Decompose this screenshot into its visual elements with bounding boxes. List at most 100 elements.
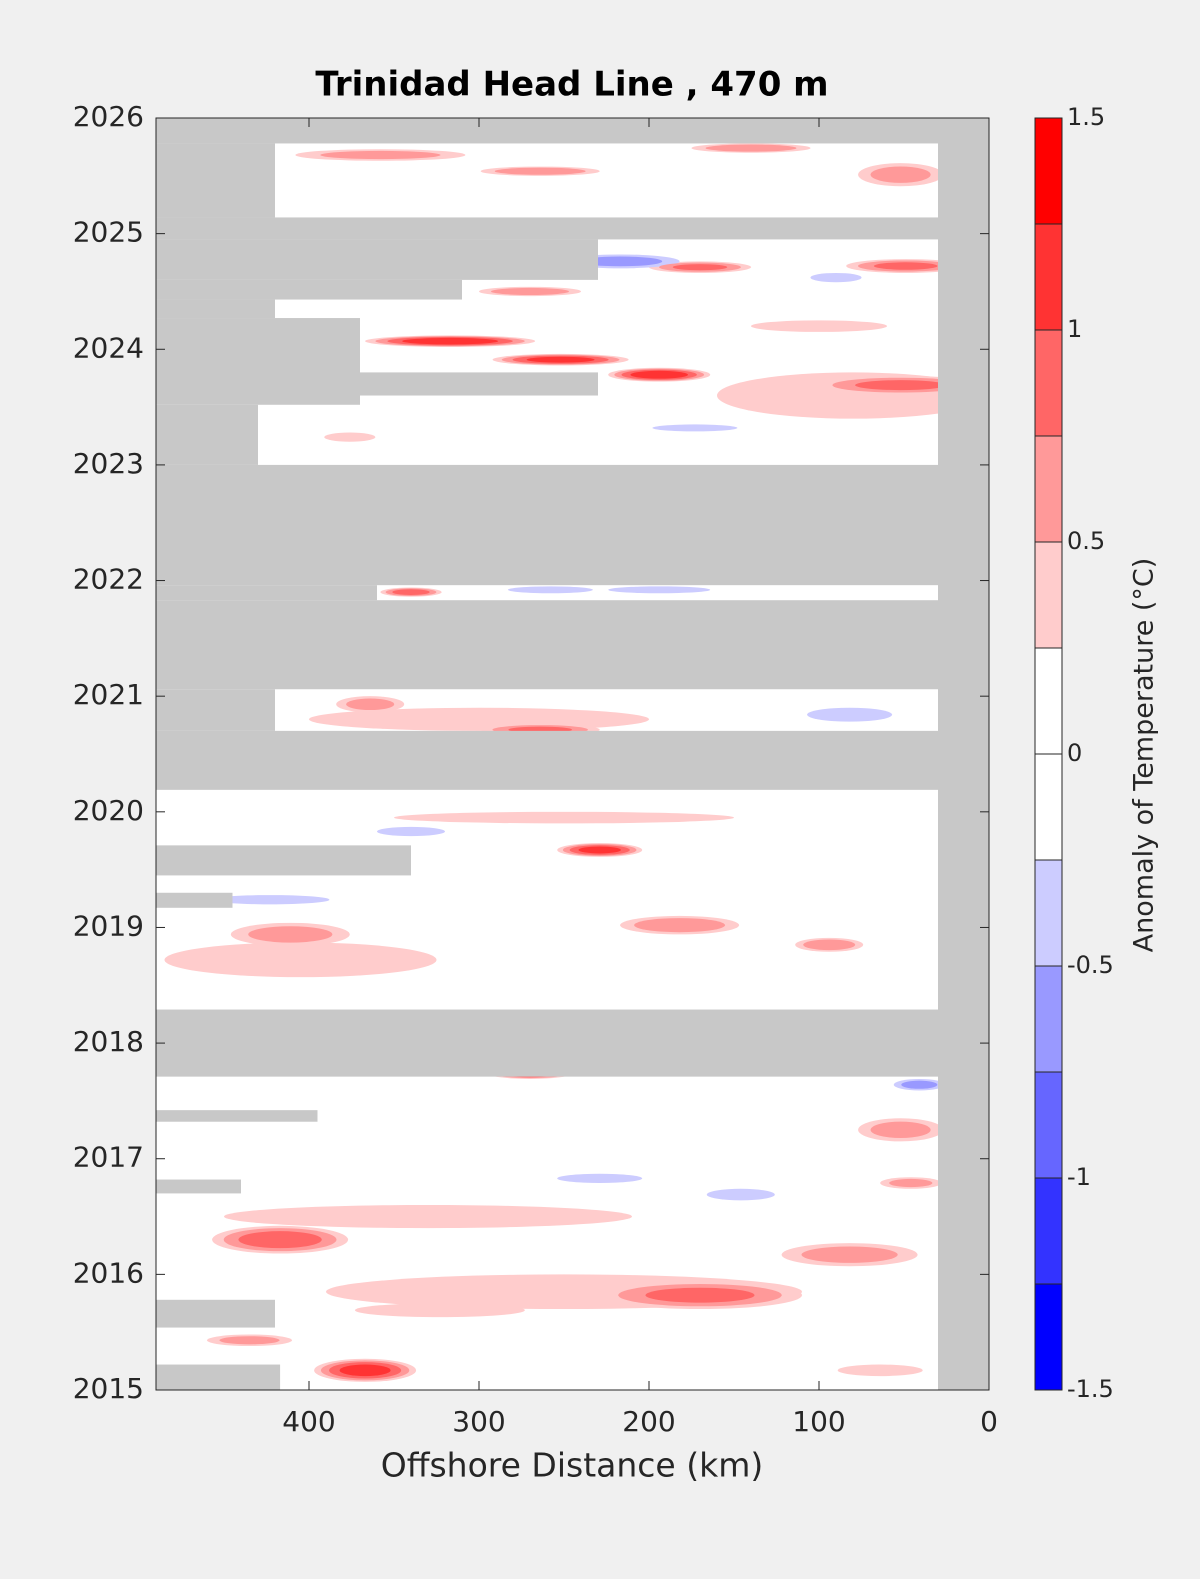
anomaly-contour <box>803 939 856 951</box>
colorbar-band <box>1035 966 1062 1072</box>
y-tick-label: 2022 <box>73 563 144 596</box>
no-data-region <box>156 404 258 465</box>
anomaly-contour <box>652 424 738 432</box>
colorbar-band <box>1035 436 1062 542</box>
no-data-region <box>360 372 598 396</box>
no-data-region <box>938 118 989 1390</box>
no-data-region <box>156 1364 281 1390</box>
anomaly-contour <box>354 1303 525 1318</box>
anomaly-contour <box>491 287 569 295</box>
y-tick-label: 2025 <box>73 216 144 249</box>
colorbar-band <box>1035 330 1062 436</box>
anomaly-contour <box>164 942 437 978</box>
plot-area <box>156 118 989 1390</box>
anomaly-contour <box>238 1231 322 1249</box>
anomaly-contour <box>634 918 726 933</box>
anomaly-contour <box>224 1204 632 1229</box>
no-data-region <box>156 279 462 300</box>
no-data-region <box>156 464 938 586</box>
no-data-region <box>156 217 938 240</box>
colorbar-band <box>1035 1178 1062 1284</box>
no-data-region <box>156 1110 318 1122</box>
anomaly-contour <box>507 586 593 594</box>
colorbar-tick-label: 0.5 <box>1067 527 1105 555</box>
anomaly-contour <box>807 707 893 722</box>
y-tick-label: 2017 <box>73 1141 144 1174</box>
no-data-region <box>156 730 938 790</box>
no-data-region <box>156 299 275 319</box>
colorbar-band <box>1035 1072 1062 1178</box>
colorbar-tick-label: 1.5 <box>1067 103 1105 131</box>
colorbar-band <box>1035 860 1062 966</box>
anomaly-contour <box>901 1080 938 1089</box>
colorbar-band <box>1035 224 1062 330</box>
no-data-region <box>156 1299 275 1328</box>
x-tick-label: 100 <box>792 1405 845 1438</box>
no-data-region <box>156 689 275 731</box>
colorbar-band <box>1035 118 1062 224</box>
anomaly-contour <box>801 1246 898 1263</box>
anomaly-contour <box>889 1178 933 1188</box>
colorbar-tick-label: 0 <box>1067 739 1082 767</box>
colorbar-band <box>1035 542 1062 648</box>
y-tick-label: 2024 <box>73 331 144 364</box>
y-tick-label: 2021 <box>73 678 144 711</box>
no-data-region <box>156 143 275 218</box>
anomaly-contour <box>210 895 330 905</box>
colorbar-tick-label: -0.5 <box>1067 951 1114 979</box>
colorbar-tick-label: -1.5 <box>1067 1375 1114 1403</box>
anomaly-contour <box>705 144 797 152</box>
y-tick-label: 2019 <box>73 909 144 942</box>
y-tick-label: 2015 <box>73 1372 144 1405</box>
x-axis-label: Offshore Distance (km) <box>381 1446 763 1485</box>
x-tick-label: 300 <box>452 1405 505 1438</box>
anomaly-contour <box>377 826 445 837</box>
anomaly-contour <box>494 167 586 175</box>
anomaly-contour <box>320 150 441 160</box>
anomaly-contour <box>557 1173 643 1184</box>
anomaly-contour <box>526 356 595 363</box>
anomaly-contour <box>346 698 395 711</box>
x-tick-label: 200 <box>622 1405 675 1438</box>
colorbar-band <box>1035 754 1062 860</box>
anomaly-contour <box>873 262 938 270</box>
no-data-region <box>156 239 598 280</box>
anomaly-contour <box>324 432 376 442</box>
y-tick-label: 2023 <box>73 447 144 480</box>
no-data-region <box>156 1179 241 1194</box>
x-tick-label: 400 <box>282 1405 335 1438</box>
colorbar-band <box>1035 1284 1062 1390</box>
anomaly-contour <box>392 589 430 595</box>
anomaly-contour <box>578 256 663 267</box>
anomaly-contour <box>672 264 728 271</box>
anomaly-contour <box>810 272 862 283</box>
anomaly-contour <box>394 811 734 824</box>
no-data-region <box>156 118 989 144</box>
no-data-region <box>156 1009 938 1077</box>
plot-frame <box>155 117 990 1391</box>
colorbar-label: Anomaly of Temperature (°C) <box>1129 558 1160 953</box>
colorbar-frame <box>1034 117 1063 1391</box>
anomaly-contour <box>248 926 333 943</box>
anomaly-contour <box>645 1287 755 1303</box>
no-data-region <box>156 318 360 405</box>
colorbar-tick-label: -1 <box>1067 1163 1091 1191</box>
no-data-region <box>156 600 938 690</box>
y-tick-label: 2018 <box>73 1025 144 1058</box>
anomaly-contour <box>219 1336 280 1345</box>
chart-title: Trinidad Head Line , 470 m <box>315 65 828 105</box>
y-tick-label: 2016 <box>73 1256 144 1289</box>
anomaly-contour <box>608 586 711 594</box>
x-tick-label: 0 <box>980 1405 998 1438</box>
anomaly-contour <box>339 1364 391 1377</box>
anomaly-contour <box>870 1121 931 1138</box>
anomaly-contour <box>578 846 621 854</box>
anomaly-contour <box>870 166 931 183</box>
anomaly-contour <box>751 320 887 332</box>
no-data-region <box>156 892 233 908</box>
y-tick-label: 2020 <box>73 794 144 827</box>
colorbar-tick-label: 1 <box>1067 315 1082 343</box>
anomaly-contour <box>706 1188 775 1201</box>
no-data-region <box>156 585 377 601</box>
